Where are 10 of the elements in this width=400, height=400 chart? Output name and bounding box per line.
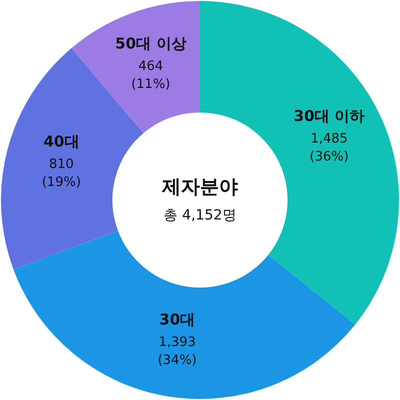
data-label: 1,485 (36%) <box>310 131 349 164</box>
slice-label: 30대 <box>159 310 196 328</box>
text: 총 4,152명 <box>164 208 236 224</box>
slice-label: 30대 이하 <box>294 106 365 125</box>
data-label: 810 (19%) <box>42 157 81 190</box>
data-label: 464 (11%) <box>131 58 170 92</box>
slice-label: 50대 이상 <box>115 34 186 52</box>
slice-label: 40대 <box>43 132 80 151</box>
data-label: 1,393 (34%) <box>158 334 197 368</box>
text: 제자분야 <box>161 176 238 198</box>
